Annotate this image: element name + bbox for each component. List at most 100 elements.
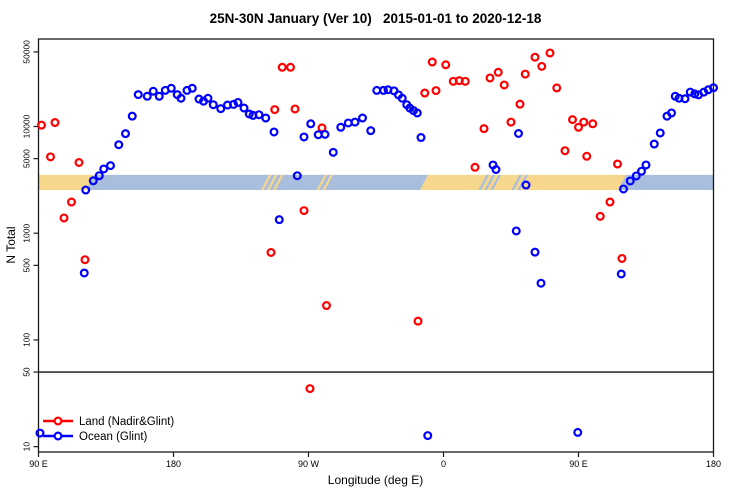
x-tick-label: 180 [706,459,721,469]
data-point-ocean [94,171,104,181]
data-point-land [441,60,451,70]
data-point-land [506,117,516,127]
data-point-land [470,162,480,172]
data-point-ocean [685,87,695,97]
y-tick-label: 10000 [22,114,32,138]
x-tick-label: 0 [441,459,446,469]
data-point-land [617,253,627,263]
data-point-ocean [641,160,651,170]
data-point-ocean [269,127,279,137]
data-point-land [270,105,280,115]
data-point-ocean [261,113,271,123]
data-point-ocean [114,140,124,150]
data-point-land [560,146,570,156]
data-point-land [305,384,315,394]
data-point-land [277,62,287,72]
data-point-land [493,67,503,77]
data-point-ocean [154,91,164,101]
data-point-land [605,197,615,207]
data-point-ocean [254,110,264,120]
data-point-ocean [416,133,426,143]
band-hatch [316,174,327,191]
data-point-ocean [292,171,302,181]
data-point-land [567,115,577,125]
data-point-land [579,117,589,127]
data-point-ocean [336,122,346,132]
data-point-land [595,211,605,221]
y-tick-label: 10 [22,442,32,452]
data-point-land [431,86,441,96]
data-point-land [286,62,296,72]
x-tick-label: 90 E [29,459,48,469]
band-hatch [273,174,284,191]
data-point-ocean [203,93,213,103]
data-point-ocean [35,428,45,438]
data-point-land [266,247,276,257]
band-hatch [261,174,272,191]
data-point-ocean [636,166,646,176]
data-point-land [582,151,592,161]
band-hatch [267,174,278,191]
y-tick-label: 50000 [22,40,32,64]
data-point-ocean [379,85,389,95]
data-point-land [485,73,495,83]
data-point-ocean [274,215,284,225]
data-point-ocean [142,91,152,101]
data-point-ocean [81,185,91,195]
data-point-land [74,157,84,167]
data-point-land [460,76,470,86]
data-point-ocean [513,128,523,138]
data-point-ocean [229,99,239,109]
data-point-ocean [176,93,186,103]
legend-label: Ocean (Glint) [79,431,148,443]
data-point-ocean [99,164,109,174]
data-point-ocean [166,83,176,93]
data-point-ocean [631,171,641,181]
y-tick-label: 500 [22,258,32,272]
data-point-land [479,124,489,134]
legend-marker [53,431,63,441]
data-point-land [588,119,598,129]
data-point-ocean [79,268,89,278]
plot-frame [37,38,715,453]
data-point-ocean [536,278,546,288]
data-point-ocean [649,139,659,149]
legend-marker [53,416,63,426]
y-tick-label: 5000 [22,149,32,168]
data-point-ocean [655,128,665,138]
data-point-land [66,197,76,207]
data-point-ocean [366,126,376,136]
data-point-ocean [616,269,626,279]
band-segment [86,174,428,191]
band-hatch [322,174,333,191]
data-point-land [552,83,562,93]
data-point-land [59,213,69,223]
data-point-land [530,52,540,62]
data-point-ocean [328,147,338,157]
data-point-ocean [358,113,368,123]
data-point-ocean [397,93,407,103]
data-point-land [612,159,622,169]
data-point-ocean [306,119,316,129]
band-hatch [484,174,495,191]
data-point-land [515,99,525,109]
x-tick-label: 180 [166,459,181,469]
data-point-ocean [299,132,309,142]
data-point-land [413,316,423,326]
data-point-ocean [187,83,197,93]
data-point-land [499,80,509,90]
data-point-ocean [88,176,98,186]
data-point-ocean [216,104,226,114]
data-point-land [420,88,430,98]
data-point-land [573,122,583,132]
data-point-ocean [412,108,422,118]
data-point-ocean [105,161,115,171]
x-axis-title: Longitude (deg E) [327,473,424,487]
y-tick-label: 100 [22,333,32,347]
band-segment [38,174,95,191]
data-point-ocean [491,165,501,175]
x-tick-label: 90 E [569,459,588,469]
data-point-ocean [573,427,583,437]
